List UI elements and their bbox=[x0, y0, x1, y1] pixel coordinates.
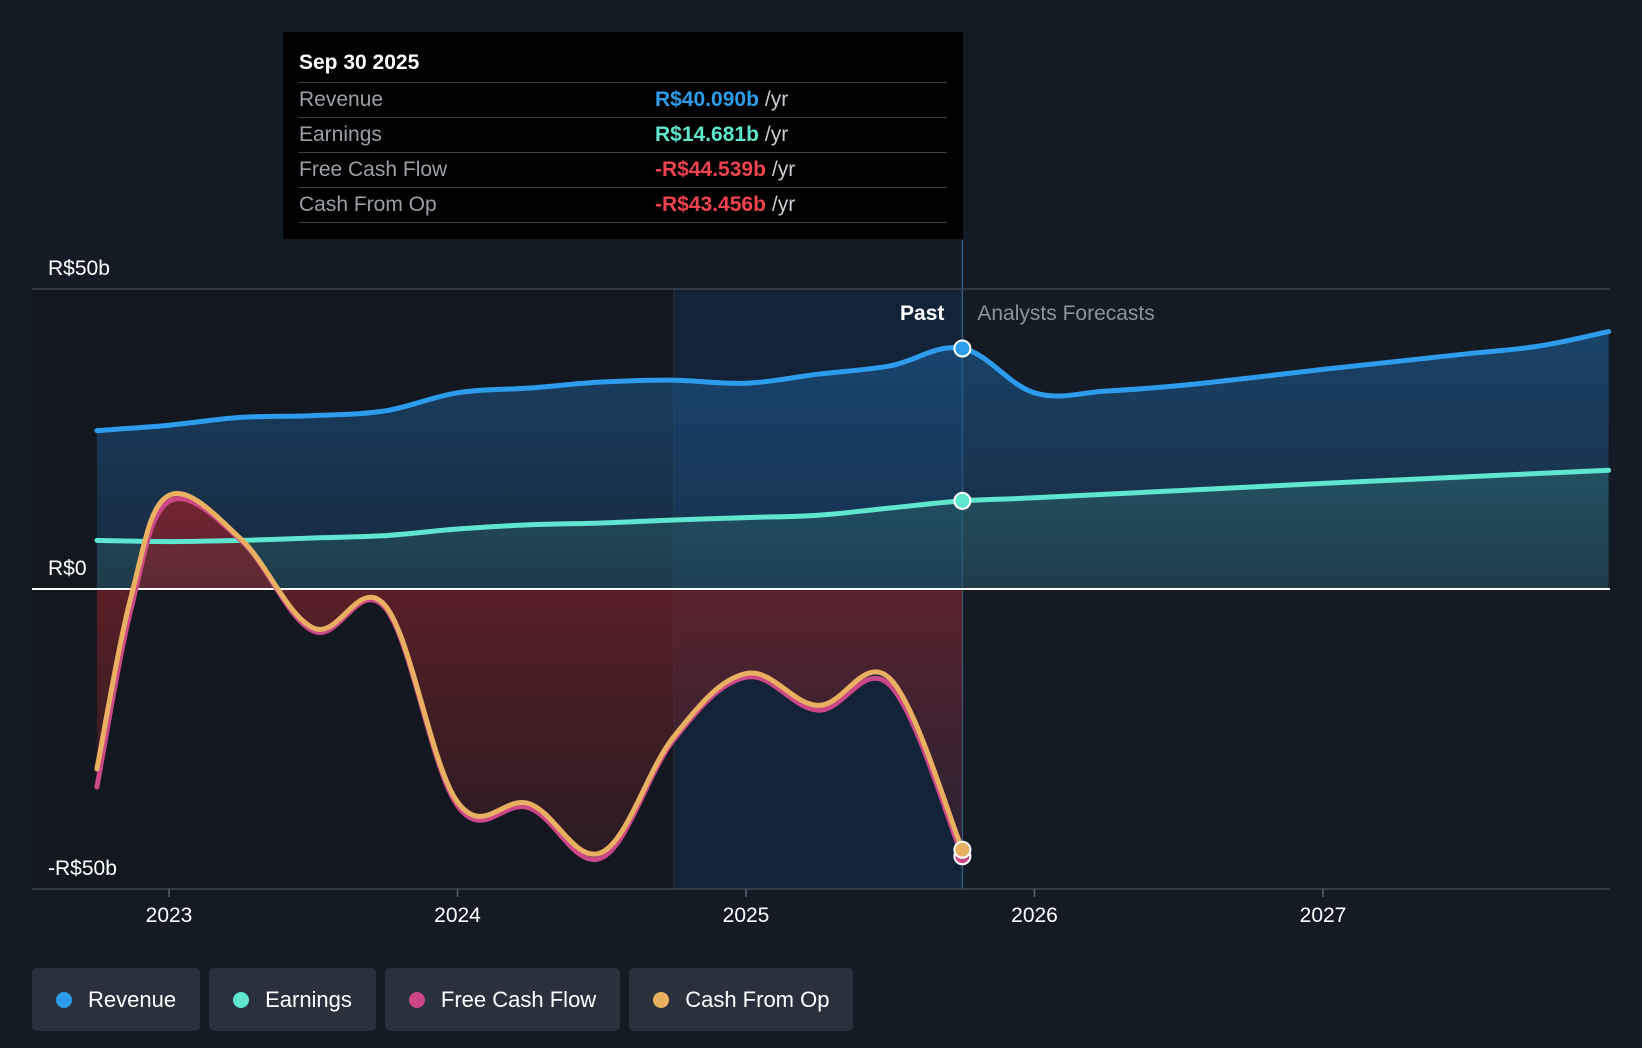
tooltip-value: -R$43.456b bbox=[655, 193, 766, 216]
y-tick-label: -R$50b bbox=[48, 857, 117, 880]
cash-from-op-area bbox=[96, 493, 963, 855]
tooltip-label: Free Cash Flow bbox=[299, 158, 448, 181]
earnings-line bbox=[94, 467, 1612, 545]
tooltip-label: Cash From Op bbox=[299, 193, 437, 216]
earnings-marker bbox=[953, 491, 972, 510]
legend: Revenue Earnings Free Cash Flow Cash Fro… bbox=[32, 968, 854, 1031]
tooltip-value: -R$44.539b bbox=[655, 158, 766, 181]
tooltip-row-earnings: Earnings R$14.681b /yr bbox=[299, 117, 947, 152]
legend-item-cash-from-op[interactable]: Cash From Op bbox=[629, 968, 854, 1031]
revenue-dot-icon bbox=[56, 991, 72, 1008]
legend-label: Revenue bbox=[88, 986, 177, 1012]
revenue-marker bbox=[953, 339, 972, 358]
tooltip-row-free-cash-flow: Free Cash Flow -R$44.539b /yr bbox=[299, 152, 947, 187]
legend-label: Free Cash Flow bbox=[440, 986, 597, 1012]
y-tick-label: R$50b bbox=[48, 257, 110, 280]
tooltip-row-cash-from-op: Cash From Op -R$43.456b /yr bbox=[299, 187, 947, 223]
cash-from-op-line bbox=[94, 491, 965, 857]
free-cash-flow-line bbox=[94, 496, 965, 863]
legend-item-free-cash-flow[interactable]: Free Cash Flow bbox=[384, 968, 621, 1031]
earnings-area bbox=[96, 470, 1609, 589]
tooltip-date: Sep 30 2025 bbox=[299, 51, 420, 74]
tooltip-value: R$40.090b bbox=[655, 88, 759, 111]
x-tick-label: 2023 bbox=[146, 904, 193, 927]
y-tick-label: R$0 bbox=[48, 557, 87, 580]
x-tick-label: 2025 bbox=[723, 904, 770, 927]
x-tick-label: 2024 bbox=[434, 904, 481, 927]
forecast-label: Analysts Forecasts bbox=[977, 302, 1154, 325]
tooltip-unit: /yr bbox=[771, 158, 796, 181]
tooltip-unit: /yr bbox=[764, 123, 789, 146]
tooltip-value: R$14.681b bbox=[655, 123, 759, 146]
tooltip-label: Earnings bbox=[299, 123, 382, 146]
x-tick-label: 2026 bbox=[1011, 904, 1058, 927]
legend-label: Earnings bbox=[265, 986, 352, 1012]
legend-item-revenue[interactable]: Revenue bbox=[32, 968, 201, 1031]
tooltip-unit: /yr bbox=[771, 193, 796, 216]
cash-from-op-marker bbox=[953, 840, 972, 859]
tooltip-label: Revenue bbox=[299, 88, 384, 111]
past-label: Past bbox=[900, 302, 944, 325]
free-cash-flow-dot-icon bbox=[408, 991, 425, 1008]
tooltip-row-revenue: Revenue R$40.090b /yr bbox=[299, 82, 947, 117]
tooltip: Sep 30 2025 Revenue R$40.090b /yr Earnin… bbox=[283, 32, 963, 239]
revenue-line bbox=[94, 329, 1612, 434]
tooltip-unit: /yr bbox=[764, 88, 789, 111]
x-tick-label: 2027 bbox=[1300, 904, 1347, 927]
legend-item-earnings[interactable]: Earnings bbox=[209, 968, 376, 1031]
earnings-dot-icon bbox=[233, 991, 250, 1008]
cash-from-op-dot-icon bbox=[653, 991, 670, 1008]
legend-label: Cash From Op bbox=[685, 986, 830, 1012]
